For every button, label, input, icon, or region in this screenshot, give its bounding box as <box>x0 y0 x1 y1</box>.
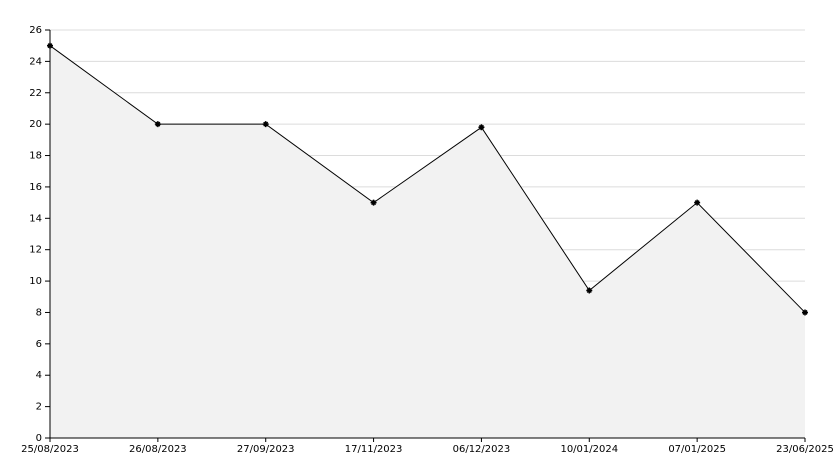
y-tick-label: 6 <box>36 339 42 350</box>
point <box>370 199 377 206</box>
x-tick-label: 17/11/2023 <box>345 444 403 455</box>
point <box>802 309 808 316</box>
y-tick-label: 20 <box>29 119 42 130</box>
y-tick-label: 14 <box>29 213 42 224</box>
y-tick-label: 16 <box>29 182 42 193</box>
point <box>478 124 485 131</box>
y-tick-label: 26 <box>29 25 42 36</box>
x-tick-label: 25/08/2023 <box>21 444 79 455</box>
y-tick-label: 0 <box>36 433 42 444</box>
x-tick-label: 26/08/2023 <box>129 444 187 455</box>
point <box>586 287 593 294</box>
y-tick-label: 2 <box>36 402 42 413</box>
y-tick-label: 8 <box>36 307 42 318</box>
y-tick-label: 10 <box>29 276 42 287</box>
y-tick-label: 18 <box>29 151 42 162</box>
y-tick-label: 12 <box>29 245 42 256</box>
x-tick-label: 27/09/2023 <box>237 444 295 455</box>
x-tick-label: 10/01/2024 <box>560 444 618 455</box>
point <box>694 199 701 206</box>
point <box>262 121 269 128</box>
area-fill <box>50 45 805 438</box>
x-tick-label: 23/06/2025 <box>776 444 834 455</box>
line <box>49 45 806 313</box>
x-tick-label: 07/01/2025 <box>668 444 726 455</box>
point <box>154 121 161 128</box>
y-tick-label: 24 <box>29 56 42 67</box>
x-tick-label: 06/12/2023 <box>453 444 511 455</box>
y-tick-label: 22 <box>29 88 42 99</box>
y-tick-label: 4 <box>36 370 42 381</box>
